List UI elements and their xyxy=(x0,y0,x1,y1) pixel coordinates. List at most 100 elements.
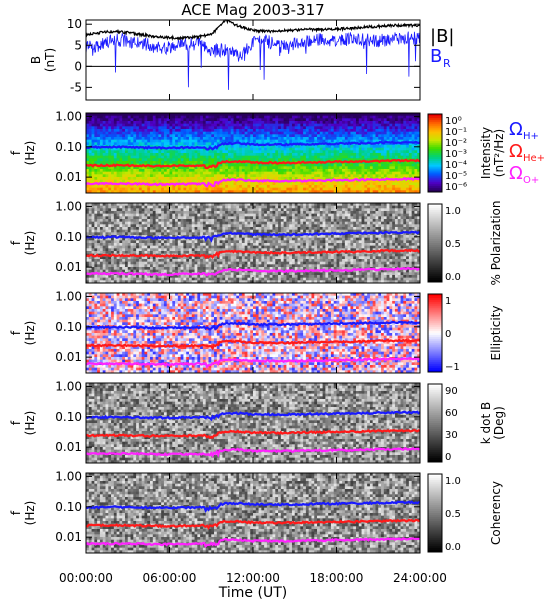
spectrogram-cell xyxy=(158,139,162,143)
spectrogram-cell xyxy=(406,227,410,231)
spectrogram-cell xyxy=(233,177,237,181)
spectrogram-cell xyxy=(119,137,123,141)
spectrogram-cell xyxy=(113,211,118,215)
spectrogram-cell xyxy=(381,139,385,143)
spectrogram-cell xyxy=(336,182,340,186)
spectrogram-cell xyxy=(350,221,354,225)
spectrogram-cell xyxy=(308,219,312,223)
spectrogram-cell xyxy=(91,113,95,117)
spectrogram-cell xyxy=(258,229,262,233)
spectrogram-cell xyxy=(233,139,237,143)
spectrogram-cell xyxy=(403,211,407,215)
spectrogram-cell xyxy=(358,134,362,138)
spectrogram-cell xyxy=(250,190,254,194)
spectrogram-cell xyxy=(150,134,154,138)
spectrogram-cell xyxy=(303,115,307,119)
spectrogram-cell xyxy=(342,134,346,138)
spectrogram-cell xyxy=(347,185,351,189)
spectrogram-cell xyxy=(344,224,349,228)
spectrogram-cell xyxy=(253,126,257,130)
spectrogram-cell xyxy=(239,182,243,186)
spectrogram-cell xyxy=(97,227,101,231)
spectrogram-cell xyxy=(163,121,168,125)
spectrogram-cell xyxy=(336,155,340,159)
spectrogram-cell xyxy=(417,179,421,183)
spectrogram-cell xyxy=(261,121,265,125)
spectrogram-cell xyxy=(289,163,293,167)
spectrogram-cell xyxy=(244,126,248,130)
spectrogram-cell xyxy=(155,150,159,154)
spectrogram-cell xyxy=(403,129,407,133)
spectrogram-cell xyxy=(169,179,173,183)
spectrogram-cell xyxy=(347,205,351,209)
spectrogram-cell xyxy=(97,139,101,143)
spectrogram-cell xyxy=(127,219,131,223)
spectrogram-cell xyxy=(222,134,226,138)
spectrogram-cell xyxy=(99,153,104,157)
spectrogram-cell xyxy=(88,171,92,175)
spectrogram-cell xyxy=(278,155,282,159)
spectrogram-cell xyxy=(111,134,115,138)
spectrogram-cell xyxy=(180,158,184,162)
spectrogram-cell xyxy=(239,131,243,135)
spectrogram-cell xyxy=(163,185,168,189)
spectrogram-cell xyxy=(152,153,156,157)
spectrogram-cell xyxy=(222,185,226,189)
spectrogram-cell xyxy=(186,221,190,225)
spectrogram-cell xyxy=(339,179,343,183)
spectrogram-cell xyxy=(94,123,98,127)
spectrogram-cell xyxy=(344,163,349,167)
spectrogram-cell xyxy=(269,158,273,162)
spectrogram-cell xyxy=(127,187,131,191)
spectrogram-cell xyxy=(408,147,413,151)
spectrogram-cell xyxy=(133,150,137,154)
spectrogram-cell xyxy=(94,179,98,183)
spectrogram-cell xyxy=(255,163,259,167)
spectrogram-cell xyxy=(241,153,246,157)
spectrogram-cell xyxy=(136,153,140,157)
spectrogram-cell xyxy=(255,129,259,133)
spectrogram-cell xyxy=(205,123,209,127)
spectrogram-cell xyxy=(133,137,137,141)
spectrogram-cell xyxy=(317,216,321,220)
spectrogram-cell xyxy=(280,121,285,125)
spectrogram-cell xyxy=(180,211,184,215)
spectrogram-cell xyxy=(264,221,268,225)
spectrogram-cell xyxy=(86,131,90,135)
spectrogram-cell xyxy=(119,166,123,170)
spectrogram-cell xyxy=(319,150,323,154)
spectrogram-cell xyxy=(381,169,385,173)
spectrogram-cell xyxy=(344,121,349,125)
spectrogram-cell xyxy=(247,216,251,220)
spectrogram-cell xyxy=(99,137,104,141)
spectrogram-cell xyxy=(253,229,257,233)
spectrogram-cell xyxy=(169,129,173,133)
spectrogram-cell xyxy=(319,131,323,135)
spectrogram-cell xyxy=(272,158,276,162)
spectrogram-cell xyxy=(222,179,226,183)
spectrogram-cell xyxy=(136,126,140,130)
spectrogram-cell xyxy=(233,166,237,170)
spectrogram-cell xyxy=(333,153,337,157)
spectrogram-cell xyxy=(303,229,307,233)
spectrogram-cell xyxy=(105,203,109,207)
spectrogram-cell xyxy=(294,129,298,133)
spectrogram-cell xyxy=(261,158,265,162)
spectrogram-cell xyxy=(183,229,187,233)
spectrogram-cell xyxy=(339,169,343,173)
spectrogram-cell xyxy=(86,227,90,231)
spectrogram-cell xyxy=(261,131,265,135)
spectrogram-cell xyxy=(294,219,298,223)
spectrogram-cell xyxy=(99,123,104,127)
spectrogram-cell xyxy=(150,139,154,143)
spectrogram-cell xyxy=(222,126,226,130)
spectrogram-cell xyxy=(266,118,271,122)
spectrogram-cell xyxy=(225,169,229,173)
spectrogram-cell xyxy=(328,126,332,130)
spectrogram-cell xyxy=(138,150,143,154)
spectrogram-cell xyxy=(105,121,109,125)
spectrogram-cell xyxy=(266,115,271,119)
spectrogram-cell xyxy=(344,190,349,194)
spectrogram-cell xyxy=(303,139,307,143)
spectrogram-cell xyxy=(330,126,335,130)
